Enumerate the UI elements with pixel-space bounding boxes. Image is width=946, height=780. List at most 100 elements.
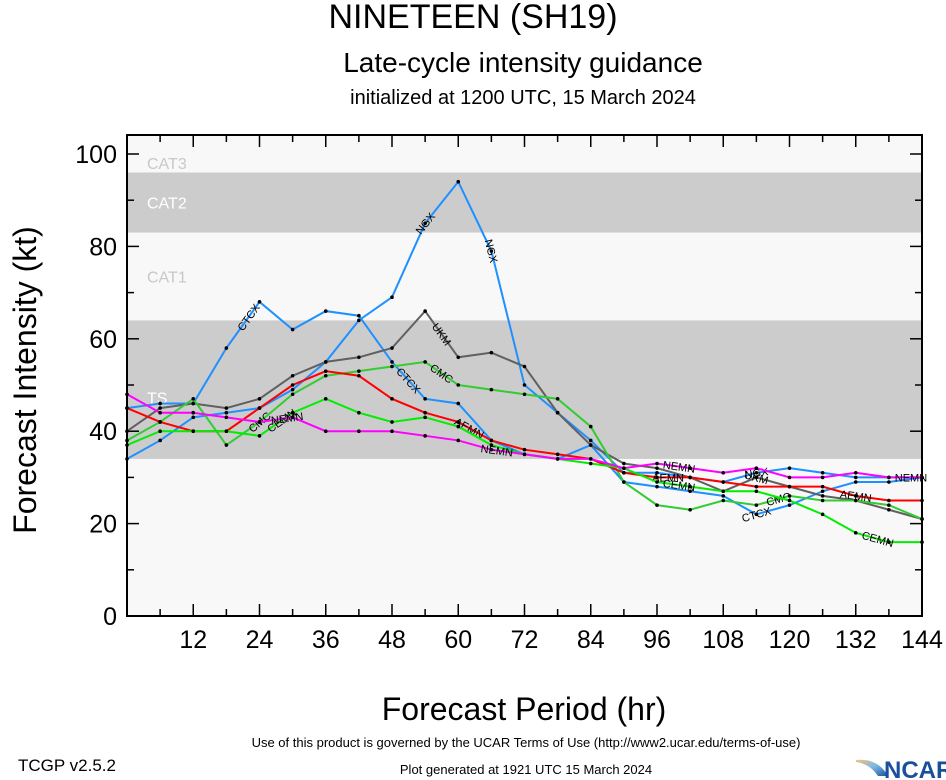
data-point: [290, 327, 295, 332]
ncar-logo-swoosh-icon: [856, 759, 888, 776]
y-tick-label: 100: [75, 141, 117, 169]
data-point: [323, 397, 328, 401]
data-point: [787, 475, 792, 480]
x-tick-label: 36: [312, 626, 340, 654]
data-point: [489, 447, 494, 452]
data-point: [390, 295, 394, 300]
x-axis-label: Forecast Period (hr): [382, 691, 667, 727]
data-point: [323, 360, 328, 364]
data-point: [323, 309, 328, 313]
data-point: [655, 503, 659, 507]
data-point: [390, 360, 394, 364]
data-point: [357, 318, 361, 323]
data-point: [489, 249, 494, 253]
data-point: [688, 475, 692, 480]
data-point: [820, 512, 825, 517]
data-point: [158, 420, 162, 424]
data-point: [721, 498, 726, 503]
data-point: [555, 410, 560, 415]
data-point: [522, 452, 527, 457]
data-point: [787, 494, 792, 498]
data-point: [390, 420, 394, 424]
data-point: [787, 498, 792, 503]
data-point: [456, 179, 461, 184]
data-point: [158, 401, 162, 406]
data-point: [655, 461, 659, 466]
data-point: [820, 498, 825, 503]
data-point: [323, 429, 328, 434]
data-point: [390, 429, 394, 434]
data-point: [522, 364, 527, 369]
data-point: [622, 480, 626, 484]
data-point: [257, 397, 262, 401]
y-tick-label: 20: [89, 511, 117, 539]
data-point: [191, 397, 196, 401]
data-point: [191, 410, 196, 415]
data-point: [456, 424, 461, 429]
x-tick-label: 84: [577, 626, 605, 654]
chart-subtitle: Late-cycle intensity guidance: [343, 47, 703, 78]
data-point: [423, 360, 427, 364]
data-point: [191, 429, 196, 434]
data-point: [754, 466, 759, 470]
data-point: [224, 429, 229, 434]
ncar-logo-text: NCAR: [884, 757, 946, 780]
data-point: [820, 470, 825, 475]
data-point: [224, 346, 229, 350]
data-point: [588, 457, 593, 461]
data-point: [622, 470, 626, 475]
x-tick-label: 24: [246, 626, 274, 654]
generated-time: Plot generated at 1921 UTC 15 March 2024: [400, 762, 652, 777]
data-point: [489, 443, 494, 447]
data-point: [357, 410, 361, 415]
x-tick-label: 48: [378, 626, 406, 654]
data-point: [655, 475, 659, 480]
data-point: [820, 494, 825, 498]
data-point: [522, 383, 527, 387]
x-tick-label: 120: [769, 626, 811, 654]
x-tick-label: 132: [835, 626, 877, 654]
data-point: [158, 429, 162, 434]
data-point: [787, 466, 792, 470]
data-point: [887, 503, 891, 507]
data-point: [655, 470, 659, 475]
data-point: [887, 475, 891, 480]
data-point: [357, 369, 361, 373]
data-point: [555, 452, 560, 457]
data-point: [887, 540, 891, 544]
band-ts: [127, 320, 922, 459]
data-point: [257, 434, 262, 438]
data-point: [290, 410, 295, 415]
data-point: [489, 438, 494, 443]
data-point: [456, 401, 461, 406]
chart-init-time: initialized at 1200 UTC, 15 March 2024: [350, 87, 696, 109]
series-label-nemn: NEMN: [480, 443, 514, 459]
data-point: [853, 480, 858, 484]
data-point: [323, 369, 328, 373]
data-point: [224, 415, 229, 420]
data-point: [390, 364, 394, 369]
data-point: [257, 406, 262, 410]
data-point: [522, 392, 527, 397]
data-point: [820, 475, 825, 480]
data-point: [588, 424, 593, 429]
y-tick-label: 0: [103, 603, 117, 631]
data-point: [754, 512, 759, 517]
data-point: [158, 406, 162, 410]
data-point: [423, 221, 427, 226]
data-point: [688, 489, 692, 494]
data-point: [787, 503, 792, 507]
data-point: [456, 355, 461, 360]
series-label-nemn: NEMN: [662, 459, 696, 475]
data-point: [456, 420, 461, 424]
x-tick-label: 96: [643, 626, 671, 654]
data-point: [357, 355, 361, 360]
data-point: [622, 461, 626, 466]
data-point: [290, 373, 295, 378]
data-point: [290, 415, 295, 420]
data-point: [655, 466, 659, 470]
data-point: [522, 447, 527, 452]
band-label-cat1: CAT1: [147, 269, 187, 286]
ncar-logo: NCAR: [856, 757, 946, 780]
